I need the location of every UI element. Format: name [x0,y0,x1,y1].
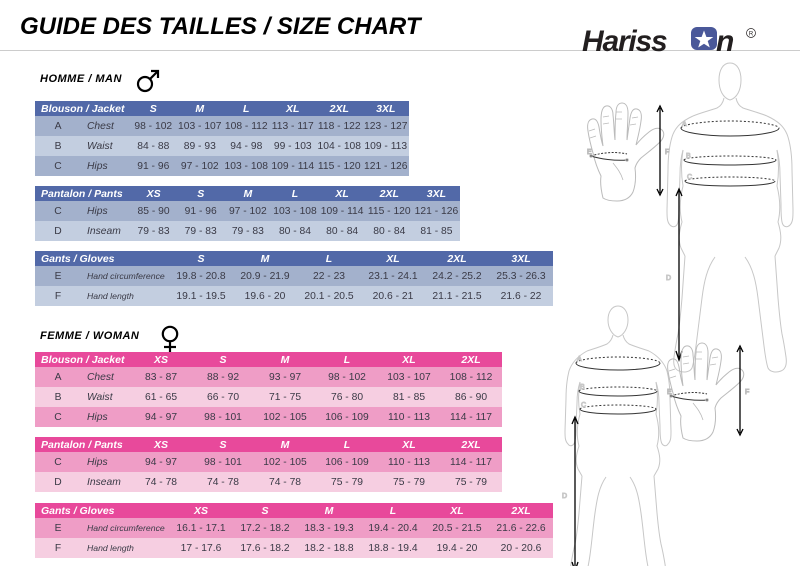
svg-text:C: C [581,402,586,409]
svg-text:R: R [749,32,754,38]
svg-text:B: B [686,153,691,160]
svg-text:E: E [587,149,592,156]
svg-text:A: A [577,356,582,363]
svg-text:E: E [667,389,672,396]
svg-text:F: F [745,389,749,396]
svg-text:C: C [687,174,692,181]
svg-text:Hariss: Hariss [582,25,667,58]
svg-text:D: D [562,493,567,500]
svg-text:F: F [665,149,669,156]
svg-text:D: D [666,275,671,282]
svg-text:n: n [716,25,734,58]
svg-text:B: B [580,384,585,391]
